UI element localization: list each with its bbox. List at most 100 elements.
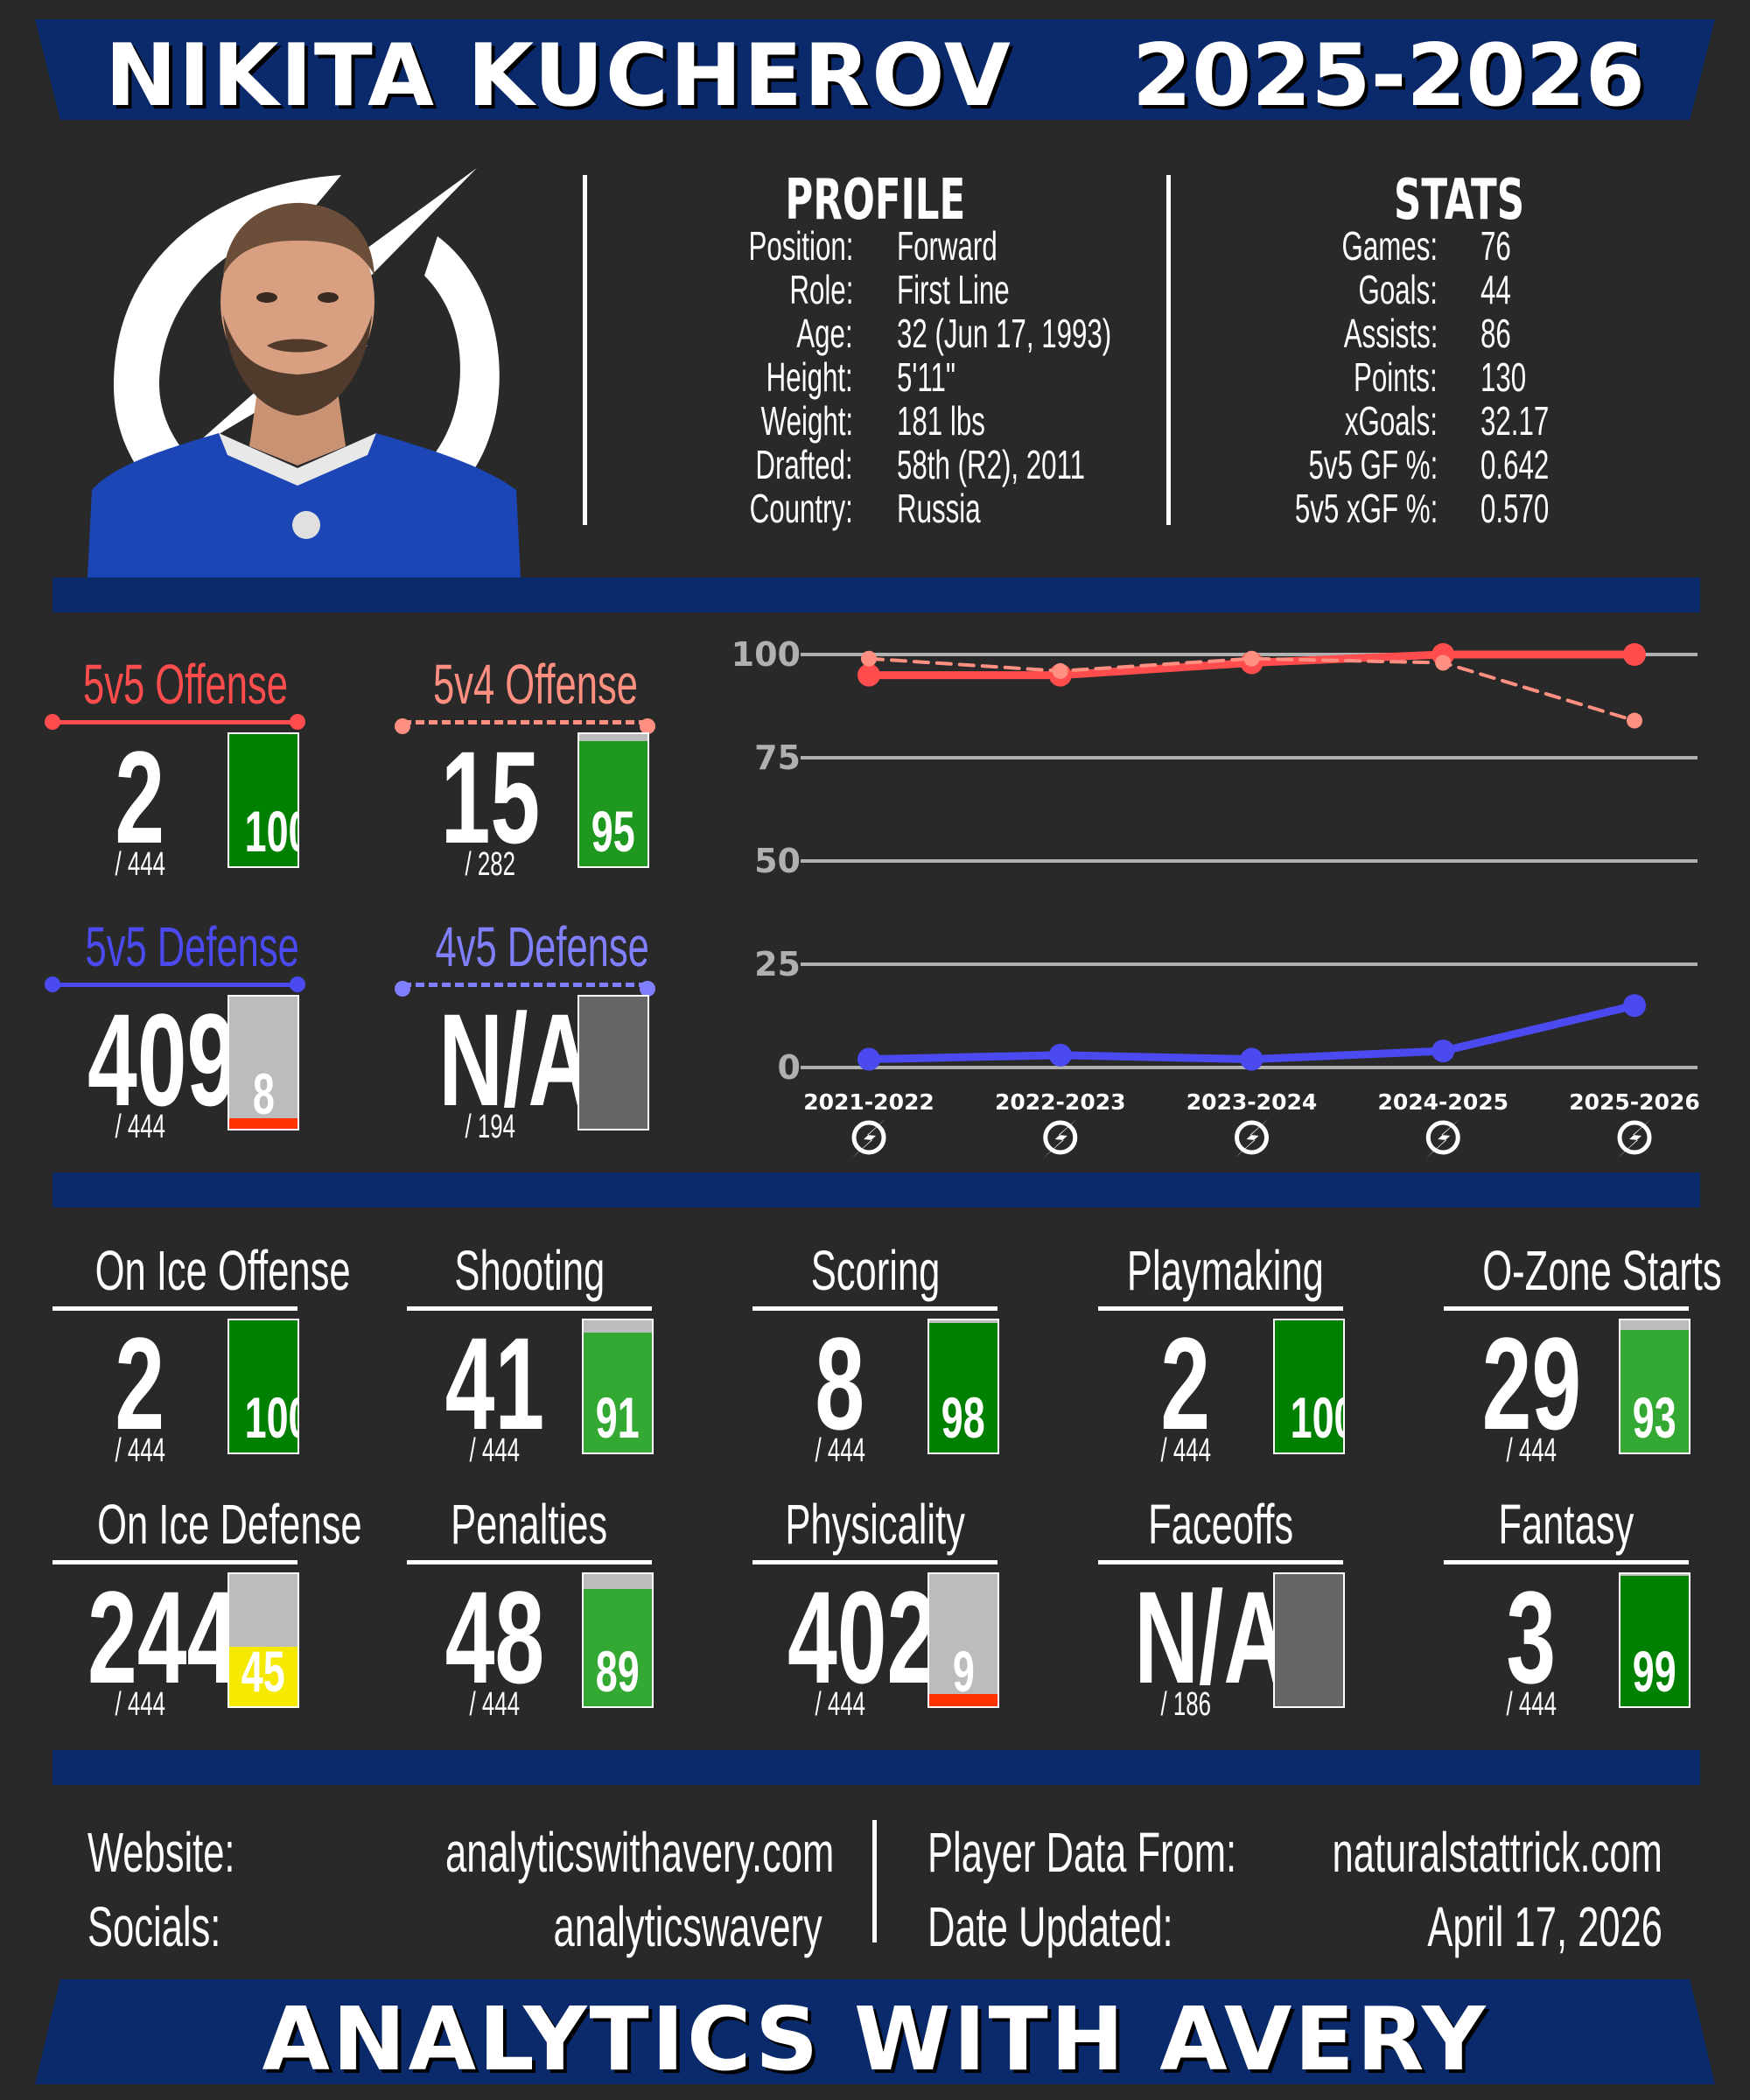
stats-label: Goals: xyxy=(1358,267,1438,312)
player-photo-area xyxy=(79,158,534,578)
5v5-defense-underline xyxy=(45,976,305,992)
5v5-defense-out-of: / 444 xyxy=(115,1109,165,1145)
on-ice-defense-rank: 244 xyxy=(88,1564,237,1711)
o-zone-starts-percentile-fill xyxy=(1620,1329,1689,1452)
4v5-defense-percentile-bar xyxy=(578,995,649,1130)
on-ice-offense-metric: On Ice Offense 2/ 444 100 xyxy=(52,1238,351,1474)
faceoffs-metric: Faceoffs N/A/ 186 xyxy=(1098,1492,1361,1728)
shooting-out-of: / 444 xyxy=(469,1432,520,1469)
socials-handle[interactable]: analyticswavery xyxy=(553,1895,822,1958)
data-point xyxy=(1048,1043,1072,1067)
5v5-offense-percentile-bar: 100 xyxy=(228,732,299,868)
stats-value: 86 xyxy=(1480,311,1511,356)
website-link[interactable]: analyticswithavery.com xyxy=(445,1821,835,1884)
5v4-offense-percentile-value: 95 xyxy=(592,799,635,864)
scoring-percentile-value: 98 xyxy=(942,1385,985,1450)
5v4-offense-underline xyxy=(395,718,655,734)
penalties-percentile-value: 89 xyxy=(596,1639,640,1704)
scoring-percentile-fill xyxy=(929,1323,998,1452)
brand-title: ANALYTICS WITH AVERY xyxy=(262,1988,1488,2090)
shooting-percentile-bar: 91 xyxy=(582,1319,654,1454)
physicality-percentile-fill xyxy=(929,1694,998,1706)
o-zone-starts-percentile-value: 93 xyxy=(1633,1385,1676,1450)
5v4-offense-metric: 5v4 Offense 15/ 282 95 xyxy=(395,652,665,888)
5v5-defense-title: 5v5 Defense xyxy=(85,915,299,978)
data-point xyxy=(858,1047,880,1071)
5v4-offense-percentile-bar: 95 xyxy=(578,732,649,868)
5v5-offense-percentile-fill xyxy=(229,734,298,866)
footer-divider xyxy=(872,1820,877,1942)
on-ice-defense-percentile-bar: 45 xyxy=(228,1572,299,1708)
stats-value: 32.17 xyxy=(1480,398,1550,444)
data-point xyxy=(1627,712,1642,729)
on-ice-offense-percentile-value: 100 xyxy=(244,1385,298,1450)
playmaking-percentile-bar: 100 xyxy=(1273,1319,1345,1454)
penalties-percentile-fill xyxy=(584,1588,652,1706)
stats-label: 5v5 xGF %: xyxy=(1294,486,1438,531)
profile-label: Weight: xyxy=(760,398,853,444)
series-line xyxy=(867,656,1636,723)
lightning-bolt-icon xyxy=(1234,1118,1270,1158)
shooting-metric: Shooting 41/ 444 91 xyxy=(407,1238,669,1474)
playmaking-rank: 2 xyxy=(1160,1310,1211,1457)
5v5-defense-percentile-fill xyxy=(229,1117,298,1129)
on-ice-defense-underline xyxy=(52,1560,298,1564)
5v5-offense-underline xyxy=(45,714,305,730)
section-divider xyxy=(52,1172,1700,1208)
stats-value: 130 xyxy=(1480,354,1527,400)
profile-label: Role: xyxy=(788,267,853,312)
x-tick-label: 2023-2024 xyxy=(1186,1089,1318,1115)
4v5-defense-metric: 4v5 Defense N/A/ 194 xyxy=(395,914,665,1151)
data-point xyxy=(1243,650,1260,667)
y-tick-label: 0 xyxy=(778,1048,801,1087)
profile-value: First Line xyxy=(897,267,1010,312)
o-zone-starts-percentile-bar: 93 xyxy=(1619,1319,1690,1454)
y-tick-label: 75 xyxy=(754,738,801,777)
data-point xyxy=(1623,643,1646,666)
penalties-title: Penalties xyxy=(451,1493,608,1556)
5v5-offense-dot-left xyxy=(45,714,60,730)
physicality-underline xyxy=(752,1560,998,1564)
player-name: NIKITA KUCHEROV xyxy=(105,26,1012,126)
4v5-defense-title: 4v5 Defense xyxy=(435,915,649,978)
5v4-offense-dot-right xyxy=(640,718,655,734)
on-ice-offense-percentile-fill xyxy=(229,1320,298,1452)
x-tick-label: 2025-2026 xyxy=(1569,1089,1700,1115)
on-ice-defense-title: On Ice Defense xyxy=(97,1493,362,1556)
5v5-offense-metric: 5v5 Offense 2/ 444 100 xyxy=(45,652,315,888)
x-tick-label: 2022-2023 xyxy=(995,1089,1126,1115)
penalties-underline xyxy=(407,1560,652,1564)
5v5-defense-dot-left xyxy=(45,976,60,992)
y-tick-label: 100 xyxy=(732,635,801,674)
shooting-percentile-value: 91 xyxy=(596,1385,640,1450)
on-ice-defense-out-of: / 444 xyxy=(115,1686,165,1723)
5v5-defense-metric: 5v5 Defense 409/ 444 8 xyxy=(45,914,315,1151)
stats-value: 76 xyxy=(1480,223,1511,269)
4v5-defense-out-of: / 194 xyxy=(465,1109,515,1145)
profile-label: Drafted: xyxy=(755,442,853,487)
stats-value: 0.642 xyxy=(1480,442,1550,487)
faceoffs-out-of: / 186 xyxy=(1160,1686,1211,1723)
4v5-defense-dot-right xyxy=(640,981,655,997)
scoring-metric: Scoring 8/ 444 98 xyxy=(752,1238,1015,1474)
lightning-bolt-icon xyxy=(851,1118,886,1158)
5v5-offense-title: 5v5 Offense xyxy=(83,653,288,716)
physicality-rank: 402 xyxy=(788,1564,937,1711)
percentile-trend-chart: 0 25 50 75 100 2021-2022 2022-2023 2023-2024 202… xyxy=(732,635,1700,1158)
5v4-offense-out-of: / 282 xyxy=(465,846,515,883)
date-updated-value: April 17, 2026 xyxy=(1427,1895,1662,1958)
data-source-link[interactable]: naturalstattrick.com xyxy=(1332,1821,1662,1884)
lightning-bolt-icon xyxy=(1617,1118,1652,1158)
scoring-out-of: / 444 xyxy=(815,1432,865,1469)
5v5-defense-rank: 409 xyxy=(88,986,237,1133)
fantasy-rank: 3 xyxy=(1506,1564,1557,1711)
data-point xyxy=(1623,994,1646,1018)
website-label: Website: xyxy=(88,1821,235,1884)
fantasy-percentile-bar: 99 xyxy=(1619,1572,1690,1708)
playmaking-underline xyxy=(1098,1306,1343,1311)
faceoffs-underline xyxy=(1098,1560,1343,1564)
o-zone-starts-out-of: / 444 xyxy=(1506,1432,1557,1469)
data-point xyxy=(861,650,877,667)
5v5-offense-dot-right xyxy=(290,714,305,730)
footer-banner: ANALYTICS WITH AVERY xyxy=(35,1979,1715,2084)
